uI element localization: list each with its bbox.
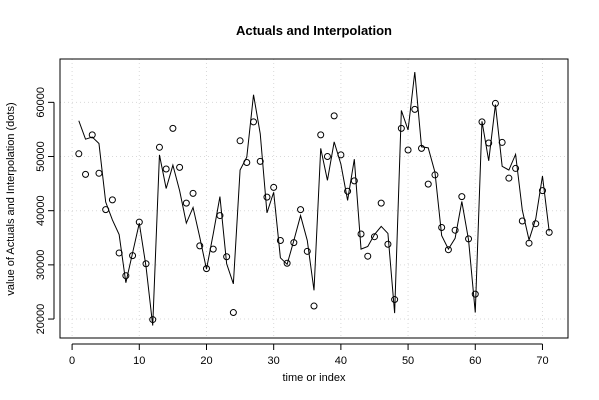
interpolation-point	[182, 199, 190, 207]
interpolation-point	[229, 309, 237, 317]
interpolation-point	[485, 139, 493, 147]
interpolation-point	[545, 228, 553, 236]
actuals-line	[78, 71, 550, 326]
interpolation-point	[357, 230, 365, 238]
interpolation-point	[196, 242, 204, 250]
y-axis: 20000 30000 40000 50000 60000	[35, 87, 55, 335]
y-tick-label: 40000	[35, 195, 47, 226]
interpolation-point	[444, 246, 452, 254]
interpolation-point	[108, 196, 116, 204]
interpolation-point	[142, 260, 150, 268]
interpolation-point	[317, 131, 325, 139]
y-tick-label: 30000	[35, 250, 47, 281]
interpolation-point	[538, 187, 546, 195]
x-tick-label: 60	[469, 355, 481, 367]
y-tick-label: 50000	[35, 141, 47, 172]
interpolation-point	[149, 316, 157, 324]
interpolation-point	[330, 112, 338, 120]
interpolation-point	[404, 146, 412, 154]
interpolation-point	[303, 247, 311, 255]
interpolation-point	[498, 138, 506, 146]
interpolation-point	[411, 105, 419, 113]
chart-title: Actuals and Interpolation	[236, 23, 392, 38]
interpolation-point	[236, 137, 244, 145]
interpolation-point	[364, 252, 372, 260]
interpolation-point	[370, 233, 378, 241]
interpolation-point	[75, 150, 83, 158]
interpolation-point	[350, 177, 358, 185]
interpolation-point	[256, 157, 264, 165]
interpolation-point	[263, 193, 271, 201]
interpolation-point	[95, 169, 103, 177]
interpolation-point	[122, 272, 130, 280]
interpolation-point	[518, 217, 526, 225]
interpolation-point	[391, 296, 399, 304]
interpolation-point	[344, 187, 352, 195]
interpolation-point	[176, 163, 184, 171]
interpolation-point	[491, 99, 499, 107]
interpolation-point	[270, 183, 278, 191]
interpolation-point	[471, 290, 479, 298]
y-tick-label: 60000	[35, 87, 47, 118]
interpolation-point	[115, 249, 123, 257]
x-tick-label: 40	[335, 355, 347, 367]
interpolation-point	[384, 240, 392, 248]
x-tick-label: 70	[536, 355, 548, 367]
interpolation-point	[88, 131, 96, 139]
x-tick-label: 50	[402, 355, 414, 367]
interpolation-point	[397, 124, 405, 132]
x-tick-label: 30	[268, 355, 280, 367]
interpolation-point	[512, 164, 520, 172]
interpolation-point	[155, 143, 163, 151]
interpolation-point	[250, 118, 258, 126]
interpolation-point	[189, 189, 197, 197]
interpolation-point	[202, 265, 210, 273]
x-axis-label: time or index	[283, 372, 346, 384]
interpolation-point	[323, 153, 331, 161]
interpolation-point	[276, 236, 284, 244]
y-axis-label: value of Actuals and Interpolation (dots…	[5, 102, 17, 295]
interpolation-point	[431, 171, 439, 179]
interpolation-point	[129, 252, 137, 260]
interpolation-point	[505, 174, 513, 182]
interpolation-point	[209, 245, 217, 253]
interpolation-point	[310, 302, 318, 310]
interpolation-point	[169, 124, 177, 132]
x-tick-label: 20	[200, 355, 212, 367]
interpolation-point	[525, 239, 533, 247]
actuals-line-series	[78, 71, 550, 326]
interpolation-point	[162, 165, 170, 173]
interpolation-dots-series	[75, 99, 553, 324]
x-tick-label: 0	[69, 355, 75, 367]
interpolation-point	[82, 170, 90, 178]
interpolation-point	[438, 223, 446, 231]
interpolation-point	[532, 220, 540, 228]
interpolation-point	[216, 212, 224, 220]
x-tick-label: 10	[133, 355, 145, 367]
interpolation-point	[243, 158, 251, 166]
interpolation-point	[283, 259, 291, 267]
interpolation-point	[135, 218, 143, 226]
interpolation-point	[337, 151, 345, 159]
x-axis: 0 10 20 30 40 50 60 70	[69, 343, 549, 367]
interpolation-point	[297, 206, 305, 214]
interpolation-point	[377, 199, 385, 207]
interpolation-point	[290, 239, 298, 247]
interpolation-point	[465, 235, 473, 243]
interpolation-point	[478, 118, 486, 126]
interpolation-point	[223, 253, 231, 261]
interpolation-point	[451, 226, 459, 234]
interpolation-point	[458, 193, 466, 201]
interpolation-point	[418, 144, 426, 152]
y-tick-label: 20000	[35, 304, 47, 335]
interpolation-point	[102, 206, 110, 214]
interpolation-point	[424, 180, 432, 188]
plot-frame	[59, 58, 569, 339]
